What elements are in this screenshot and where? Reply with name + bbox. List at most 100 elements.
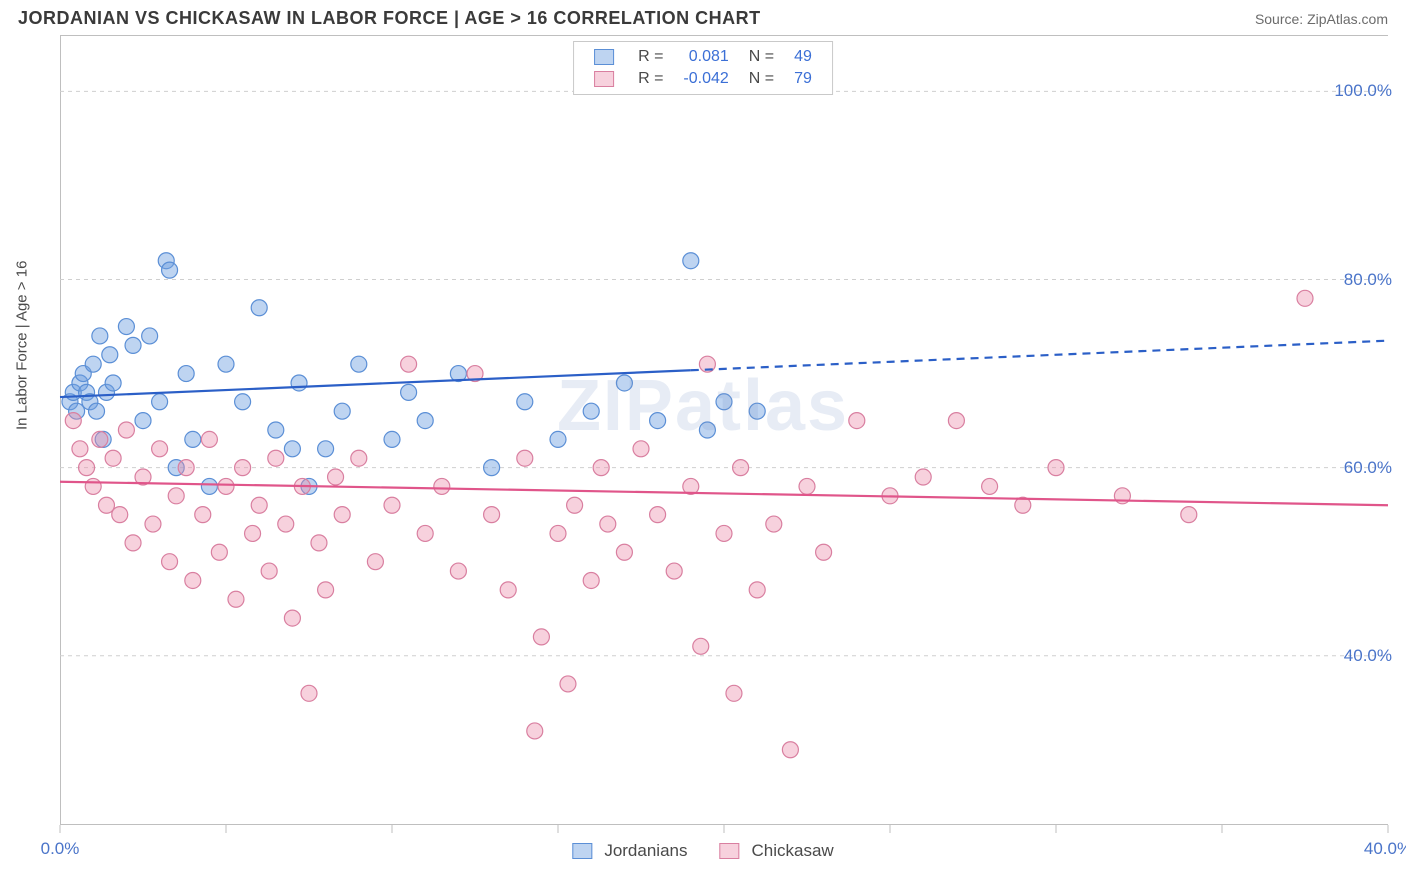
- data-point: [434, 478, 450, 494]
- data-point: [318, 582, 334, 598]
- data-point: [699, 422, 715, 438]
- data-point: [235, 460, 251, 476]
- data-point: [527, 723, 543, 739]
- data-point: [726, 685, 742, 701]
- chart-title: JORDANIAN VS CHICKASAW IN LABOR FORCE | …: [18, 8, 761, 29]
- data-point: [261, 563, 277, 579]
- data-point: [716, 394, 732, 410]
- data-point: [92, 431, 108, 447]
- data-point: [201, 431, 217, 447]
- data-point: [251, 497, 267, 513]
- data-point: [301, 685, 317, 701]
- data-point: [152, 441, 168, 457]
- x-tick-label: 40.0%: [1364, 839, 1406, 859]
- data-point: [318, 441, 334, 457]
- data-point: [367, 554, 383, 570]
- data-point: [201, 478, 217, 494]
- legend-r-label: R =: [628, 68, 673, 90]
- data-point: [72, 441, 88, 457]
- data-point: [178, 460, 194, 476]
- data-point: [633, 441, 649, 457]
- series-legend: Jordanians Chickasaw: [572, 841, 833, 861]
- data-point: [311, 535, 327, 551]
- data-point: [550, 525, 566, 541]
- data-point: [162, 262, 178, 278]
- legend-n-value: 79: [784, 68, 822, 90]
- data-point: [600, 516, 616, 532]
- legend-swatch: [594, 71, 614, 87]
- data-point: [268, 422, 284, 438]
- data-point: [135, 413, 151, 429]
- legend-n-label: N =: [739, 68, 784, 90]
- data-point: [79, 460, 95, 476]
- data-point: [583, 572, 599, 588]
- data-point: [142, 328, 158, 344]
- data-point: [517, 450, 533, 466]
- data-point: [650, 507, 666, 523]
- legend-swatch: [594, 49, 614, 65]
- data-point: [334, 403, 350, 419]
- data-point: [500, 582, 516, 598]
- legend-r-label: R =: [628, 46, 673, 68]
- data-point: [666, 563, 682, 579]
- data-point: [517, 394, 533, 410]
- data-point: [195, 507, 211, 523]
- data-point: [65, 413, 81, 429]
- data-point: [85, 478, 101, 494]
- y-tick-label: 100.0%: [1334, 81, 1392, 101]
- legend-n-value: 49: [784, 46, 822, 68]
- data-point: [162, 554, 178, 570]
- data-point: [152, 394, 168, 410]
- data-point: [567, 497, 583, 513]
- y-tick-label: 40.0%: [1344, 646, 1392, 666]
- legend-swatch: [572, 843, 592, 859]
- data-point: [782, 742, 798, 758]
- data-point: [484, 460, 500, 476]
- data-point: [102, 347, 118, 363]
- data-point: [401, 356, 417, 372]
- legend-n-label: N =: [739, 46, 784, 68]
- data-point: [118, 319, 134, 335]
- legend-r-value: -0.042: [673, 68, 738, 90]
- legend-series-name: Jordanians: [604, 841, 687, 861]
- data-point: [616, 544, 632, 560]
- correlation-legend: R =0.081N =49 R =-0.042N =79: [573, 41, 833, 95]
- data-point: [218, 478, 234, 494]
- data-point: [533, 629, 549, 645]
- data-point: [401, 384, 417, 400]
- data-point: [849, 413, 865, 429]
- data-point: [328, 469, 344, 485]
- legend-swatch: [719, 843, 739, 859]
- data-point: [982, 478, 998, 494]
- data-point: [228, 591, 244, 607]
- trend-line-extrapolated: [691, 341, 1388, 371]
- data-point: [816, 544, 832, 560]
- data-point: [683, 253, 699, 269]
- data-point: [284, 441, 300, 457]
- data-point: [235, 394, 251, 410]
- data-point: [417, 525, 433, 541]
- data-point: [168, 488, 184, 504]
- data-point: [560, 676, 576, 692]
- x-tick-label: 0.0%: [41, 839, 80, 859]
- data-point: [105, 375, 121, 391]
- source-attribution: Source: ZipAtlas.com: [1255, 11, 1388, 27]
- data-point: [85, 356, 101, 372]
- data-point: [218, 356, 234, 372]
- data-point: [185, 572, 201, 588]
- data-point: [733, 460, 749, 476]
- y-axis-label: In Labor Force | Age > 16: [14, 261, 31, 430]
- data-point: [384, 431, 400, 447]
- data-point: [118, 422, 134, 438]
- legend-r-value: 0.081: [673, 46, 738, 68]
- data-point: [915, 469, 931, 485]
- legend-item: Chickasaw: [719, 841, 833, 861]
- data-point: [799, 478, 815, 494]
- data-point: [185, 431, 201, 447]
- data-point: [211, 544, 227, 560]
- data-point: [105, 450, 121, 466]
- data-point: [1297, 290, 1313, 306]
- data-point: [484, 507, 500, 523]
- trend-line: [60, 370, 691, 397]
- data-point: [583, 403, 599, 419]
